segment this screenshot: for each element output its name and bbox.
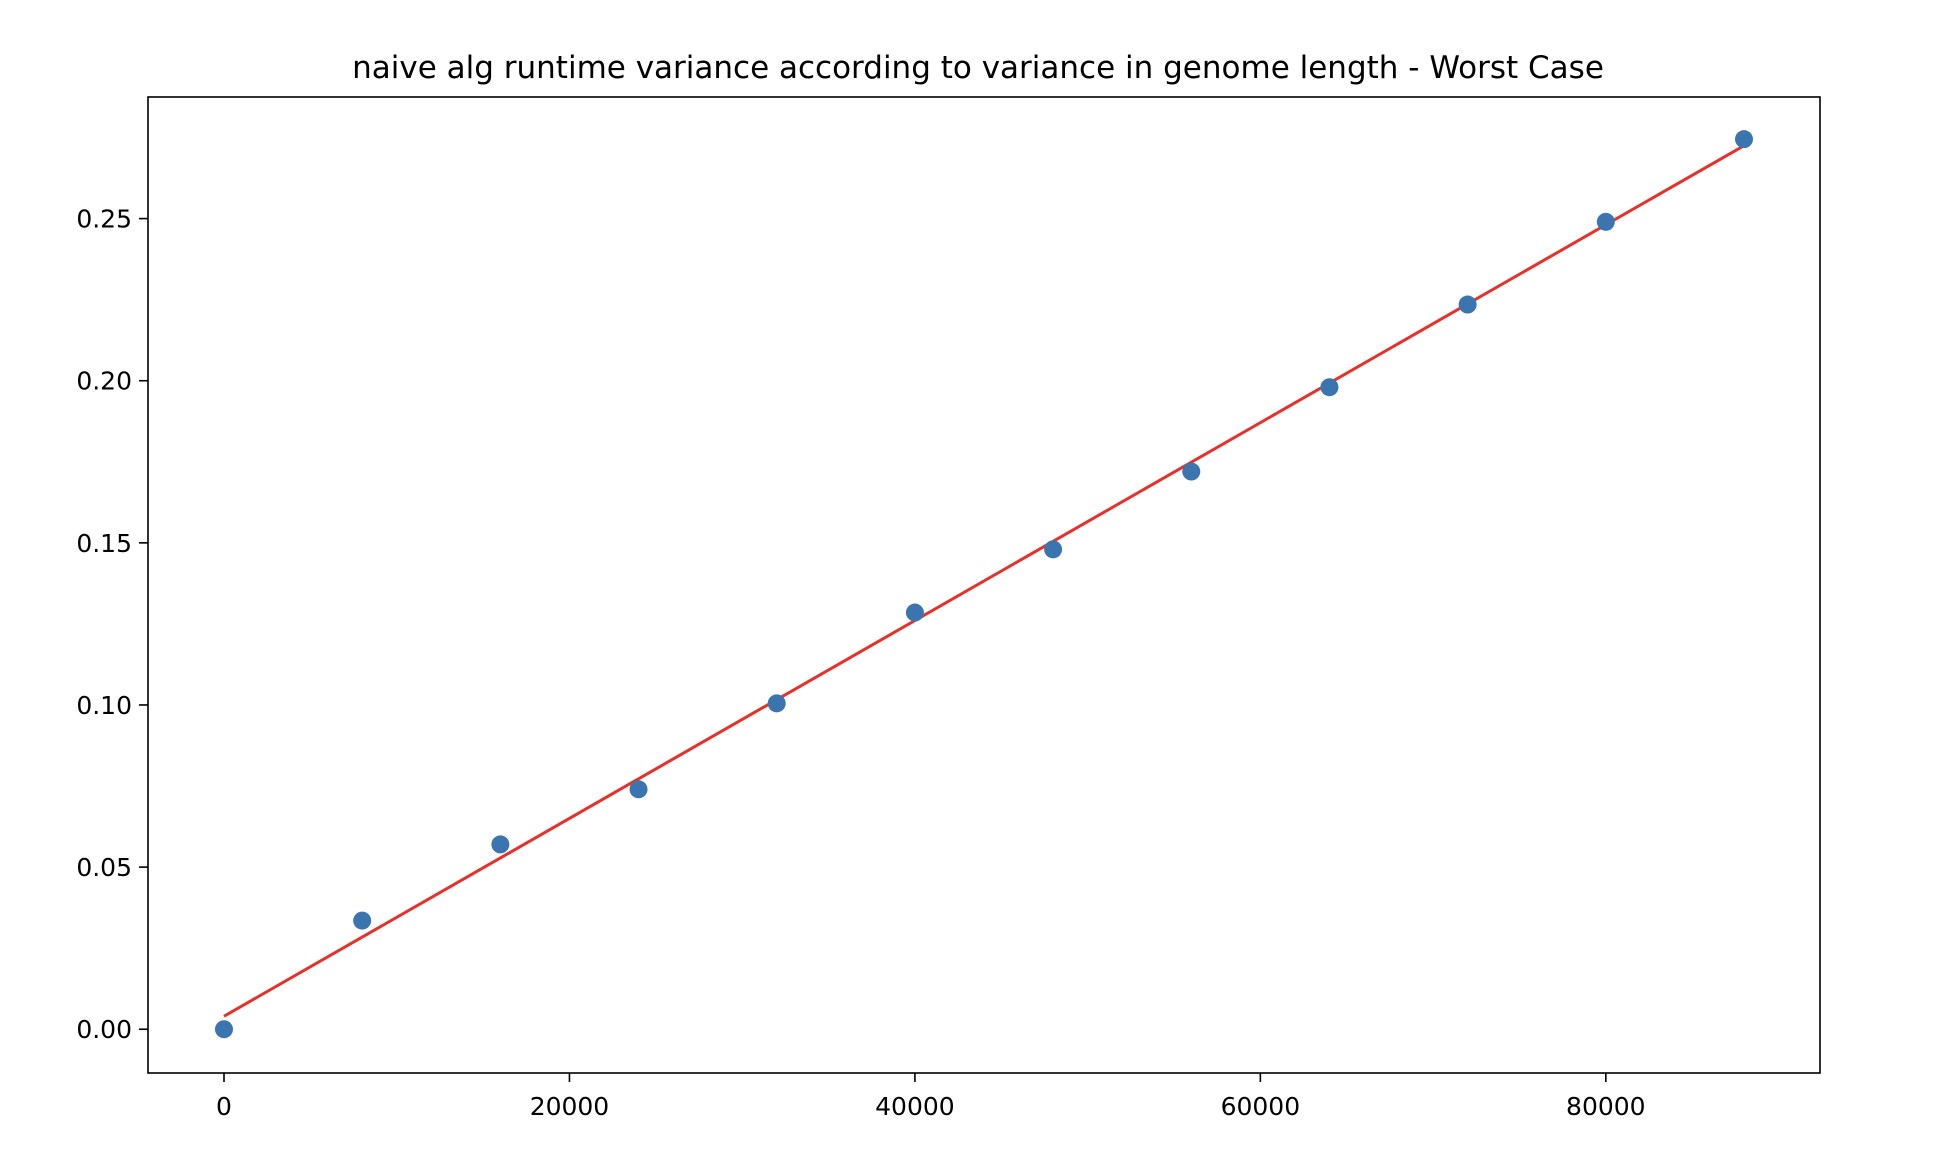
x-tick-label: 80000 — [1566, 1092, 1646, 1121]
data-point — [215, 1020, 233, 1039]
y-tick-label: 0.25 — [76, 205, 132, 234]
data-point — [1320, 378, 1339, 397]
data-point — [1044, 540, 1063, 559]
y-tick-label: 0.10 — [76, 691, 132, 720]
data-point-layer — [215, 130, 1753, 1039]
data-point — [629, 780, 648, 799]
x-tick-label: 0 — [216, 1092, 232, 1121]
x-tick-label: 60000 — [1221, 1092, 1301, 1121]
y-tick-label: 0.05 — [76, 853, 132, 882]
data-point — [1596, 212, 1615, 231]
plot-area-frame — [147, 96, 1821, 1074]
x-tick-label: 20000 — [530, 1092, 610, 1121]
y-tick-label: 0.00 — [76, 1015, 132, 1044]
data-point — [905, 603, 924, 622]
x-tick-label: 40000 — [875, 1092, 955, 1121]
data-point — [1735, 130, 1753, 149]
data-point — [767, 694, 786, 713]
fit-line-layer — [223, 144, 1745, 1018]
data-point — [1458, 295, 1477, 314]
y-axis: 0.00 0.05 0.10 0.15 0.20 0.25 — [76, 205, 148, 1044]
data-point — [491, 835, 510, 854]
fit-line — [223, 144, 1745, 1018]
y-tick-label: 0.20 — [76, 367, 132, 396]
x-axis: 0 20000 40000 60000 80000 — [216, 1073, 1646, 1121]
data-point — [1182, 462, 1201, 481]
data-point — [353, 911, 372, 930]
chart-title: naive alg runtime variance according to … — [352, 50, 1604, 86]
y-tick-label: 0.15 — [76, 529, 132, 558]
